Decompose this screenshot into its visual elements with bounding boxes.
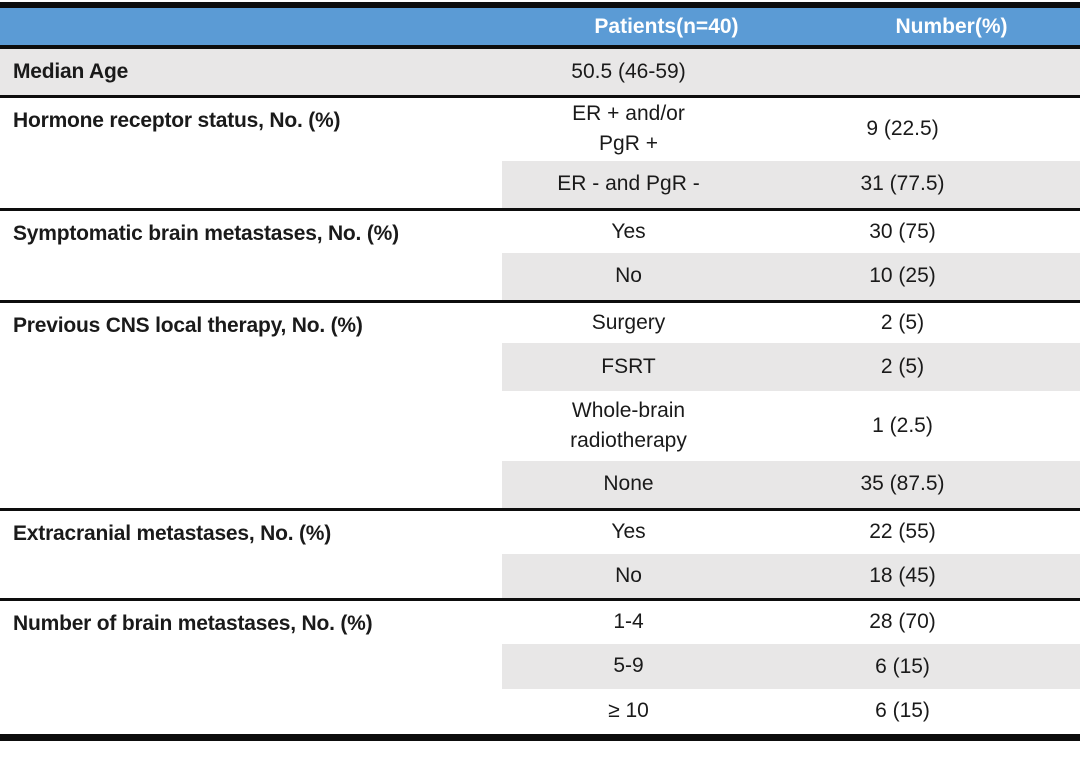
header-patients-cell: Patients(n=40) [502, 5, 755, 47]
number-cell: 2 (5) [880, 310, 925, 334]
number-cell: 1 (2.5) [872, 414, 933, 437]
number-cell [755, 47, 1080, 96]
value-cell: ≥ 10 [608, 699, 649, 723]
table-row: 5-9 6 (15) [0, 644, 1080, 689]
value-cell: 50.5 (46-59) [502, 47, 755, 96]
value-cell: ER - and PgR - [502, 161, 755, 209]
number-cell: 9 (22.5) [866, 117, 939, 141]
header-number-cell: Number(%) [755, 5, 1080, 47]
number-cell: 6 (15) [875, 699, 930, 723]
number-cell: 6 (15) [755, 644, 1080, 689]
table-row: ≥ 10 6 (15) [0, 689, 1080, 737]
number-cell: 30 (75) [869, 219, 936, 243]
header-empty-cell [0, 5, 502, 47]
header-patients-label: Patients(n=40) [594, 14, 739, 38]
value-cell: ER + and/or PgR + [572, 101, 685, 156]
group-label: Median Age [0, 47, 502, 96]
group-label: Hormone receptor status, No. (%) [13, 108, 341, 132]
table-row: Extracranial metastases, No. (%) Yes 22 (5… [0, 509, 1080, 554]
value-cell: No [502, 253, 755, 301]
table-body: Median Age 50.5 (46-59) Hormone receptor s… [0, 47, 1080, 737]
value-cell: 5-9 [502, 644, 755, 689]
table-row: None 35 (87.5) [0, 461, 1080, 509]
value-cell: Surgery [591, 310, 666, 334]
table-row: Hormone receptor status, No. (%) ER + and… [0, 96, 1080, 161]
number-cell: 35 (87.5) [755, 461, 1080, 509]
table-header: Patients(n=40) Number(%) [0, 5, 1080, 47]
number-cell: 28 (70) [869, 610, 936, 634]
number-cell: 10 (25) [755, 253, 1080, 301]
table-row: Number of brain metastases, No. (%) 1-4 28… [0, 599, 1080, 644]
header-row: Patients(n=40) Number(%) [0, 5, 1080, 47]
header-number-label: Number(%) [895, 14, 1008, 38]
patient-characteristics-table: Patients(n=40) Number(%) Median Age 50.5 … [0, 2, 1080, 741]
table-row: Whole-brain radiotherapy 1 (2.5) [0, 391, 1080, 461]
value-cell: Whole-brain radiotherapy [570, 398, 687, 452]
value-cell: 1-4 [613, 610, 644, 634]
value-cell: Yes [611, 520, 646, 544]
value-cell: FSRT [502, 343, 755, 391]
value-cell: Yes [611, 219, 646, 243]
table-row: ER - and PgR -31 (77.5) [0, 161, 1080, 209]
patient-characteristics-table-wrap: Patients(n=40) Number(%) Median Age 50.5 … [0, 2, 1080, 741]
value-cell: None [502, 461, 755, 509]
table-row: FSRT 2 (5) [0, 343, 1080, 391]
value-cell: No [502, 554, 755, 599]
table-row: Previous CNS local therapy, No. (%) Surge… [0, 301, 1080, 343]
number-cell: 18 (45) [755, 554, 1080, 599]
number-cell: 2 (5) [755, 343, 1080, 391]
group-label: Previous CNS local therapy, No. (%) [13, 313, 363, 337]
group-label: Symptomatic brain metastases, No. (%) [13, 221, 399, 245]
group-label: Extracranial metastases, No. (%) [13, 521, 332, 545]
table-row: No 10 (25) [0, 253, 1080, 301]
table-row: No 18 (45) [0, 554, 1080, 599]
number-cell: 22 (55) [869, 520, 936, 544]
table-row: Symptomatic brain metastases, No. (%) Yes… [0, 209, 1080, 253]
group-label: Number of brain metastases, No. (%) [13, 611, 373, 635]
table-row: Median Age 50.5 (46-59) [0, 47, 1080, 96]
number-cell: 31 (77.5) [755, 161, 1080, 209]
